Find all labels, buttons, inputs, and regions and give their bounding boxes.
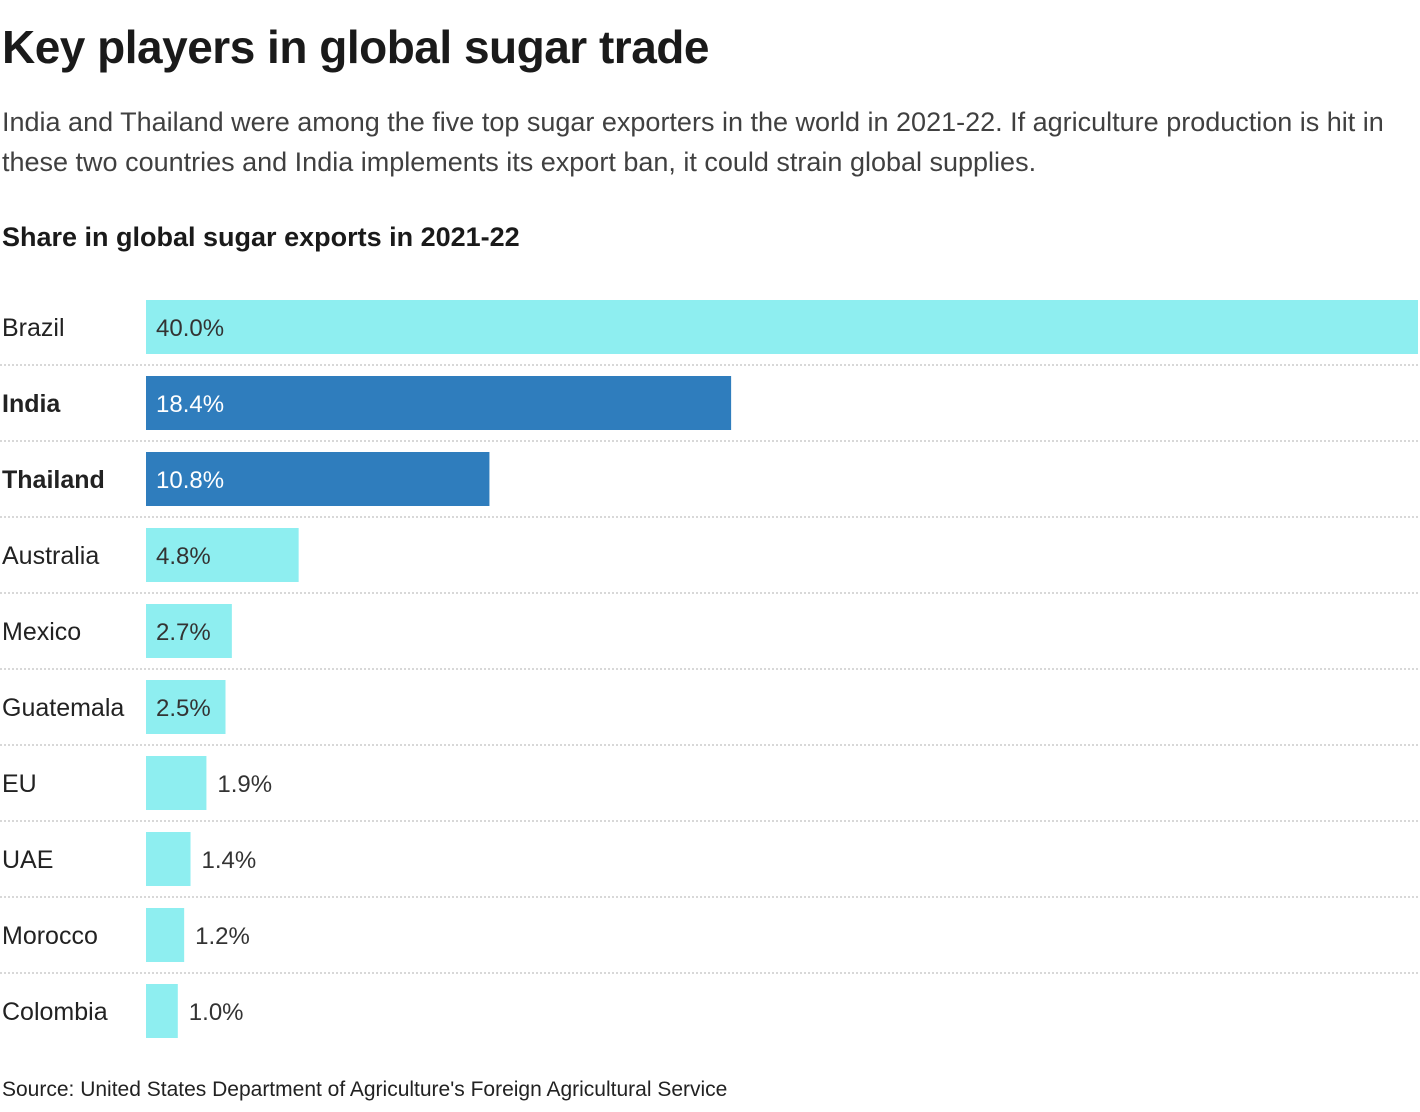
bar [146, 528, 299, 582]
category-label: Thailand [2, 466, 105, 494]
category-label: UAE [2, 846, 53, 874]
category-label: Morocco [2, 922, 98, 950]
bar-row: Morocco 1.2% [0, 908, 1420, 974]
value-label: 1.0% [189, 999, 244, 1026]
bar [146, 680, 226, 734]
bar-chart: Brazil 40.0% India 18.4% Thailand 10.8% Austra… [0, 300, 1420, 1038]
bar-row: Mexico 2.7% [0, 604, 1420, 670]
value-label: 40.0% [156, 315, 224, 342]
value-label: 18.4% [156, 391, 224, 418]
bar-row: Australia 4.8% [0, 528, 1420, 594]
category-label: Colombia [2, 998, 108, 1026]
bar [146, 604, 232, 658]
bar-row: India 18.4% [0, 376, 1420, 442]
value-label: 2.7% [156, 619, 211, 646]
bar [146, 756, 207, 810]
category-label: Brazil [2, 314, 65, 342]
category-label: Australia [2, 542, 99, 570]
bar-row: Guatemala 2.5% [0, 680, 1420, 746]
bar-row: Thailand 10.8% [0, 452, 1420, 518]
category-label: India [2, 390, 61, 418]
value-label: 1.4% [202, 847, 257, 874]
bar-row: Colombia 1.0% [2, 984, 244, 1038]
category-label: Guatemala [2, 694, 124, 722]
bar [146, 908, 185, 962]
chart-subtitle: India and Thailand were among the five t… [2, 107, 1384, 177]
value-label: 2.5% [156, 695, 211, 722]
value-label: 1.9% [217, 771, 272, 798]
chart-heading: Share in global sugar exports in 2021-22 [2, 222, 520, 252]
source-note: Source: United States Department of Agri… [2, 1078, 728, 1101]
bar [146, 984, 178, 1038]
chart-title-main: Key players in global sugar trade [2, 21, 709, 73]
category-label: EU [2, 770, 37, 798]
bar [146, 300, 1418, 354]
bar [146, 832, 191, 886]
bar [146, 376, 732, 430]
bar-row: EU 1.9% [0, 756, 1420, 822]
value-label: 10.8% [156, 467, 224, 494]
category-label: Mexico [2, 618, 81, 646]
value-label: 1.2% [195, 923, 250, 950]
bar-row: Brazil 40.0% [0, 300, 1420, 366]
bar [146, 452, 490, 506]
bar-row: UAE 1.4% [0, 832, 1420, 898]
value-label: 4.8% [156, 543, 211, 570]
